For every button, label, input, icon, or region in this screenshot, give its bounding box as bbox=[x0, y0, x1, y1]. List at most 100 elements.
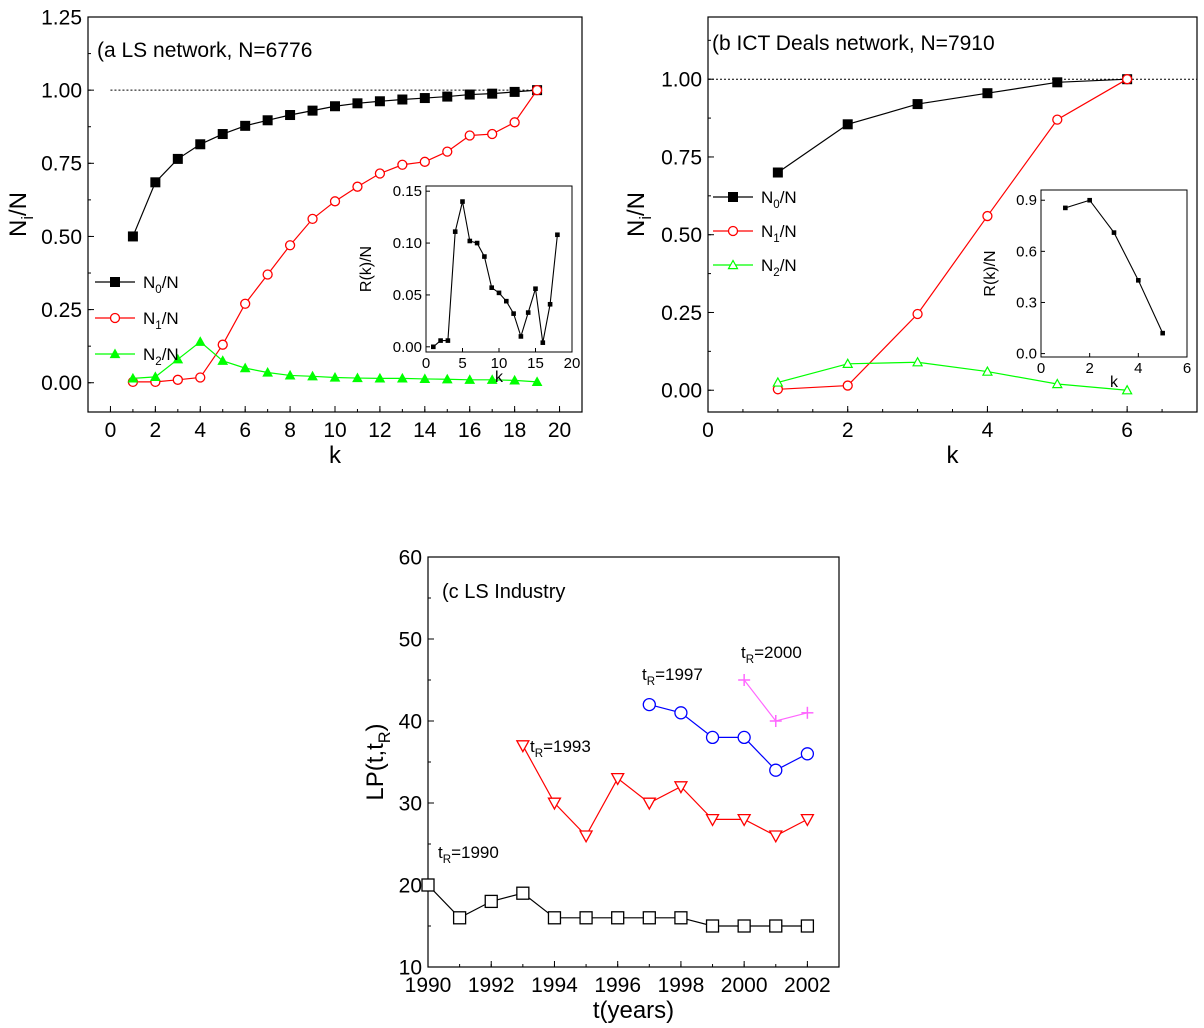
data-point-s2 bbox=[374, 372, 386, 383]
series-line-2 bbox=[777, 361, 1128, 391]
data-point-s1 bbox=[329, 196, 341, 207]
x-tick-label: 18 bbox=[503, 419, 526, 442]
y-axis-label-sub: R bbox=[376, 731, 394, 743]
data-point-s2 bbox=[172, 353, 184, 364]
data-point-s0 bbox=[452, 911, 467, 925]
data-point-s2 bbox=[842, 358, 854, 368]
data-point-s2 bbox=[194, 336, 206, 346]
y-axis-label-tail: /N bbox=[5, 192, 32, 216]
series-label-tail: =2000 bbox=[754, 643, 802, 662]
data-point-s1 bbox=[262, 269, 273, 280]
legend-entry: N1/N bbox=[143, 309, 179, 332]
data-point-s0 bbox=[912, 99, 923, 110]
series-label-tail: =1997 bbox=[655, 665, 703, 684]
y-tick-label: 10 bbox=[399, 956, 422, 979]
legend-marker bbox=[109, 348, 121, 359]
legend-entry-main: N bbox=[761, 222, 773, 241]
legend-entry: N1/N bbox=[761, 222, 797, 245]
legend-entry-sub: 2 bbox=[773, 267, 779, 279]
y-axis-label-tail: ) bbox=[362, 723, 389, 731]
legend-entry-main: N bbox=[761, 188, 773, 207]
inset-y-tick-label: 0.9 bbox=[1016, 192, 1037, 209]
x-tick-label: 4 bbox=[194, 419, 206, 442]
panel-title: (a LS network, N=6776 bbox=[97, 39, 312, 62]
data-point-s1 bbox=[487, 128, 498, 140]
legend-entry: N2/N bbox=[143, 345, 179, 368]
x-axis-label: k bbox=[947, 442, 960, 469]
series-label-main: t bbox=[741, 643, 746, 662]
data-point-s1 bbox=[842, 380, 853, 391]
x-tick-label: 2 bbox=[842, 419, 854, 442]
data-point-s0 bbox=[421, 878, 435, 892]
panel-a: 0 2 4 6 8 10 12 14 16 18 200.000.250.500.751.001.2… bbox=[5, 6, 583, 469]
x-axis-label: k bbox=[329, 442, 342, 469]
x-tick-label: 20 bbox=[548, 419, 571, 442]
inset-data-point bbox=[1160, 330, 1165, 336]
legend-marker bbox=[728, 192, 738, 202]
data-point-s0 bbox=[397, 94, 408, 105]
data-point-s2 bbox=[150, 371, 161, 381]
data-point-s1 bbox=[912, 308, 923, 320]
series-label: tR=1993 bbox=[530, 737, 591, 760]
x-tick-label: 14 bbox=[413, 419, 437, 442]
data-point-s2 bbox=[486, 374, 498, 384]
legend-entry-tail: /N bbox=[162, 309, 179, 328]
inset-y-tick-label: 0.00 bbox=[393, 339, 422, 356]
data-point-s1 bbox=[464, 130, 475, 141]
x-tick-label: 1992 bbox=[468, 974, 515, 997]
legend-marker bbox=[110, 277, 120, 287]
inset-data-point bbox=[496, 290, 502, 296]
x-tick-label: 2000 bbox=[721, 974, 768, 997]
inset-data-point bbox=[540, 340, 546, 345]
data-point-s0 bbox=[705, 919, 720, 933]
legend-entry: N0/N bbox=[143, 273, 179, 296]
data-point-s2 bbox=[464, 374, 476, 384]
y-axis-label-main: N bbox=[623, 220, 650, 237]
inset-x-tick-label: 10 bbox=[491, 355, 508, 372]
data-point-s1 bbox=[705, 813, 720, 827]
data-point-s0 bbox=[217, 129, 228, 140]
data-point-s1 bbox=[737, 813, 752, 827]
data-point-s0 bbox=[307, 105, 318, 116]
x-tick-label: 0 bbox=[105, 419, 117, 442]
data-point-s2 bbox=[262, 366, 273, 377]
y-tick-label: 50 bbox=[399, 628, 422, 651]
data-point-s2 bbox=[307, 370, 318, 381]
series-line-3 bbox=[743, 679, 808, 722]
inset-x-tick-label: 5 bbox=[458, 355, 466, 372]
inset-x-axis-label: k bbox=[1110, 374, 1119, 391]
legend-entry-tail: /N bbox=[780, 222, 797, 241]
data-point-s2 bbox=[284, 369, 296, 380]
inset-data-point bbox=[431, 344, 436, 350]
y-axis-label-tail: /N bbox=[623, 192, 650, 216]
data-point-s2 bbox=[531, 376, 543, 386]
data-point-s1 bbox=[1121, 74, 1133, 85]
data-point-s2 bbox=[772, 376, 784, 387]
data-point-s1 bbox=[374, 168, 386, 179]
data-point-s0 bbox=[127, 231, 138, 242]
inset-y-tick-label: 0.6 bbox=[1016, 243, 1037, 260]
data-point-s2 bbox=[419, 373, 431, 384]
data-point-s0 bbox=[150, 177, 161, 188]
data-point-s0 bbox=[737, 919, 751, 933]
data-point-s0 bbox=[195, 139, 206, 150]
inset-x-axis-label: k bbox=[495, 369, 504, 386]
legend-entry-sub: 1 bbox=[155, 320, 161, 332]
inset-x-tick-label: 6 bbox=[1183, 360, 1191, 377]
data-point-s1 bbox=[982, 210, 993, 222]
data-point-s2 bbox=[329, 371, 341, 382]
data-point-s0 bbox=[487, 88, 498, 99]
y-tick-label: 1.00 bbox=[661, 69, 702, 92]
x-tick-label: 0 bbox=[702, 419, 714, 442]
data-point-s2 bbox=[769, 763, 783, 777]
inset-x-tick-label: 0 bbox=[1037, 360, 1045, 377]
data-point-s1 bbox=[578, 830, 594, 844]
inset-data-point bbox=[482, 254, 487, 259]
data-point-s0 bbox=[509, 86, 520, 97]
inset-data-point bbox=[1063, 205, 1068, 211]
legend-entry-tail: /N bbox=[780, 256, 797, 275]
y-tick-label: 1.25 bbox=[41, 6, 82, 29]
data-point-s0 bbox=[982, 88, 993, 99]
inset-y-axis-label: R(k)/N bbox=[982, 250, 999, 296]
